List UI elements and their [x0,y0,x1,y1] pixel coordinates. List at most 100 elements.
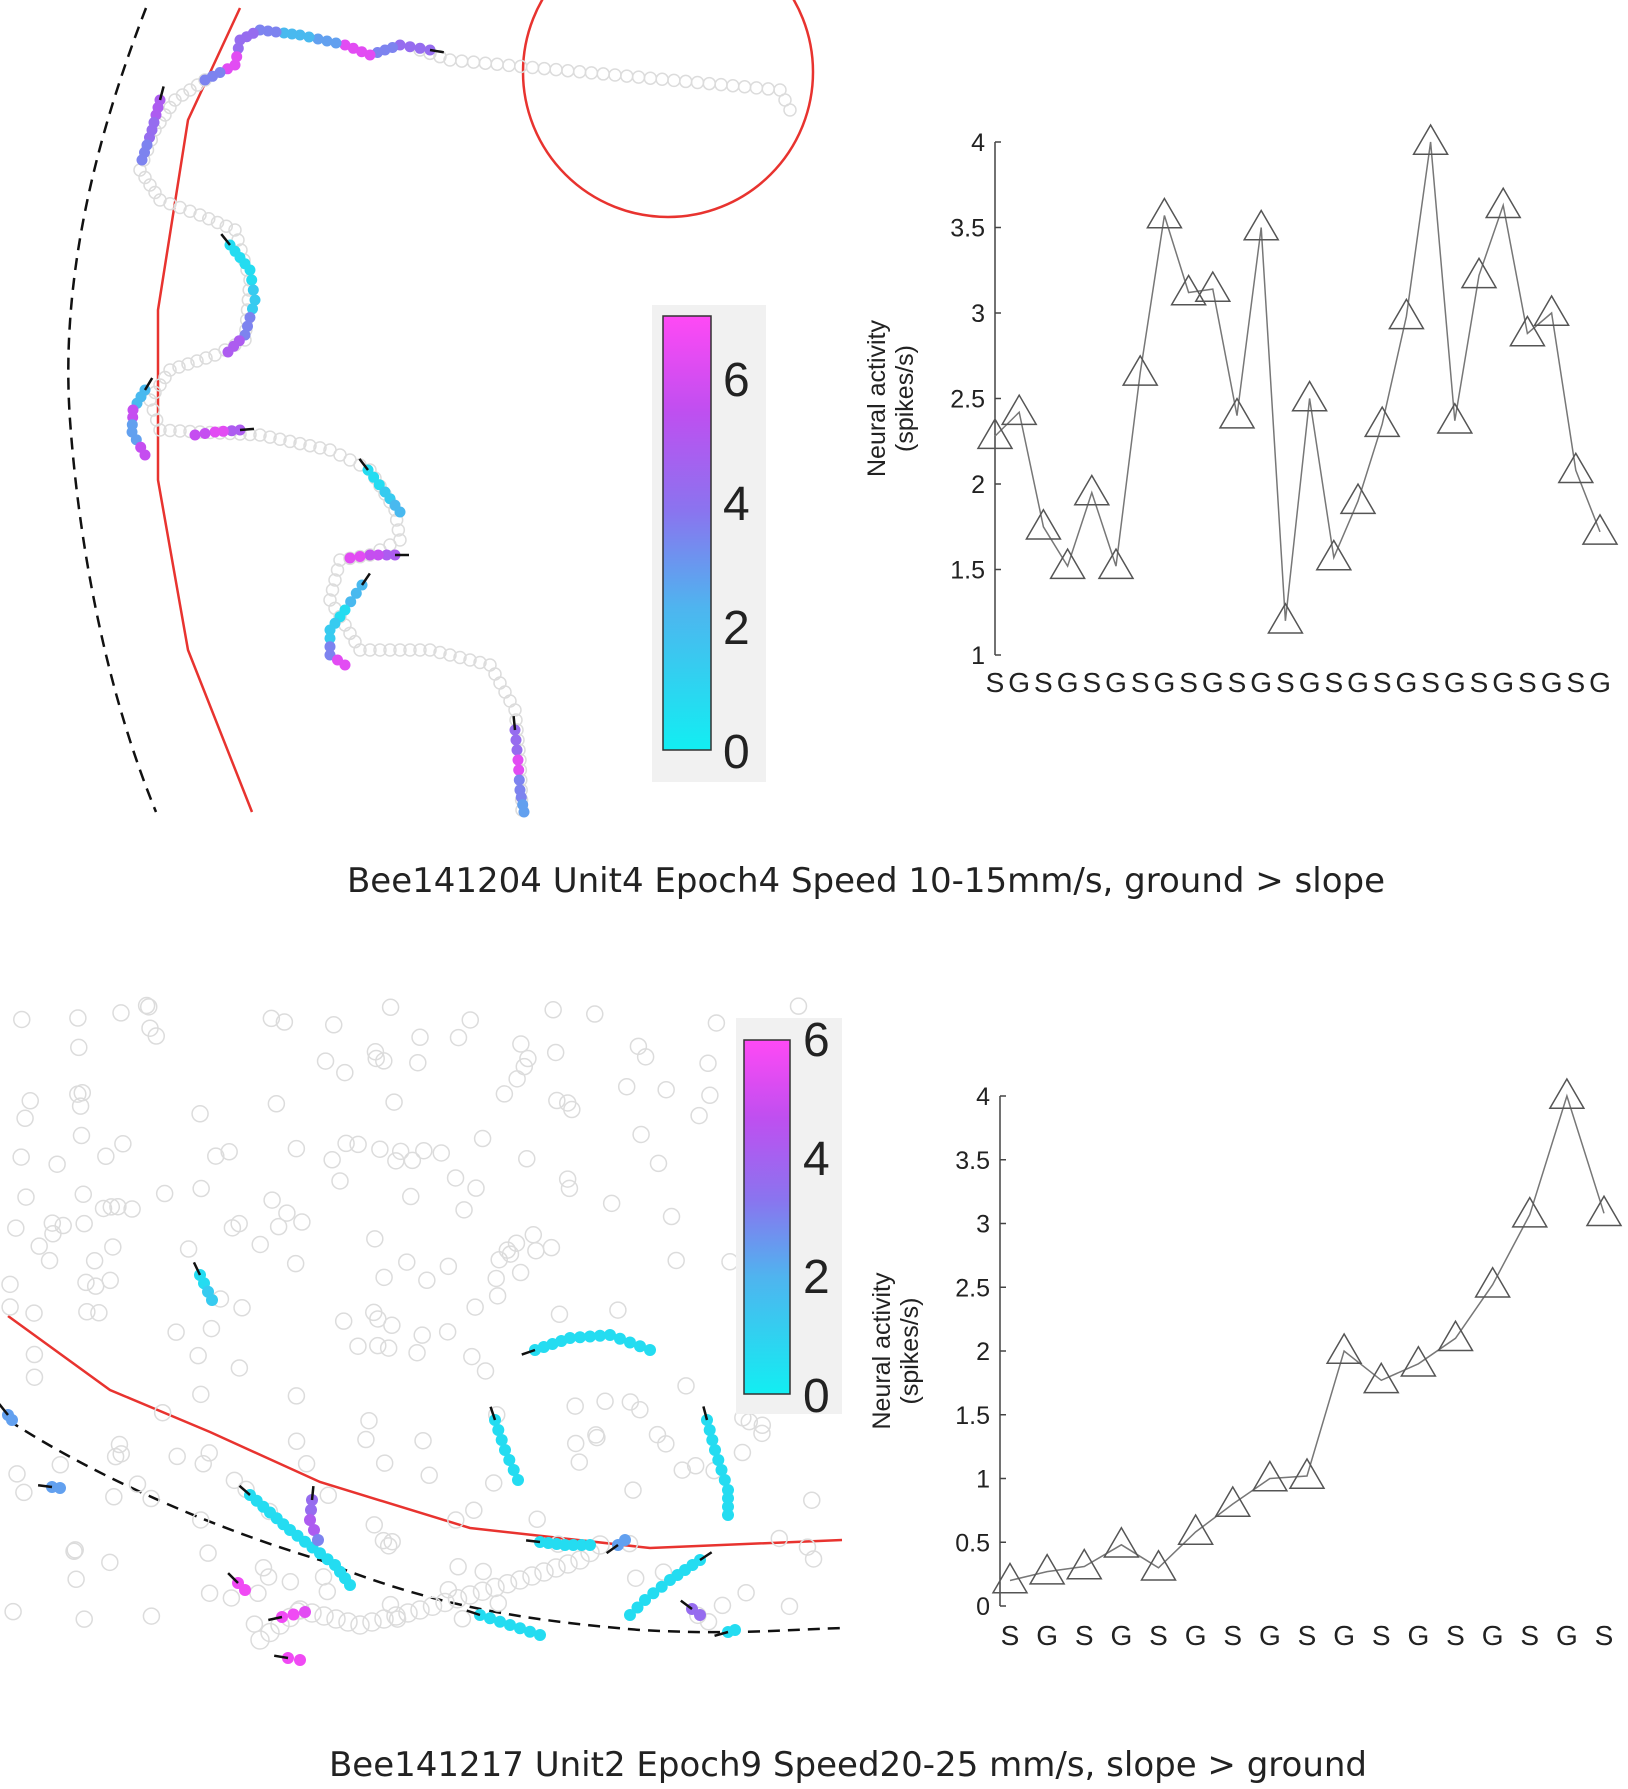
trajectory-ghost-point [511,1263,530,1282]
trajectory-ghost-point [721,1253,739,1271]
slope-boundary-line [7,1314,843,1550]
trajectory-ghost-point [128,1475,147,1493]
trajectory-speed-point [404,41,416,53]
trajectory-ghost-point [707,1014,726,1032]
trajectory-ghost-point [388,1610,407,1628]
heading-tick [0,1403,9,1416]
trajectory-ghost-point [191,1105,209,1123]
trajectory-ghost-point [74,1185,93,1204]
trajectory-speed-point [559,1539,571,1551]
trajectory-ghost-point [803,1491,821,1509]
trajectory-ghost-point [570,1550,590,1570]
trajectory-ghost-point [338,1612,358,1632]
trajectory-speed-point [514,1622,526,1635]
trajectory-speed-point [287,1608,300,1621]
y-axis-label-units: (spikes/s) [891,345,919,452]
trajectory-ghost-point [4,1602,22,1621]
trajectory-ghost-point [331,1172,349,1190]
x-category-label: S [1034,667,1053,698]
y-tick-label: 1.5 [950,557,985,585]
trajectory-ghost-point [16,1109,34,1128]
trajectory-speed-point [312,1534,324,1546]
trajectory-ghost-point [219,219,233,233]
trajectory-ghost-point [192,1385,210,1404]
data-point-triangle [1073,474,1111,506]
trajectory-ghost-point [561,63,575,78]
trajectory-map-1 [67,0,815,818]
trajectory-ghost-point [101,1553,119,1572]
data-point-triangle [1251,1460,1289,1492]
trajectory-ghost-point [275,1013,294,1031]
trajectory-ghost-point [293,436,307,451]
trajectory-ghost-point [357,1430,375,1449]
trajectory-speed-point [209,426,221,438]
trajectory-speed-point [712,1454,725,1466]
trajectory-ghost-point [527,1241,545,1260]
trajectory-speed-point [244,312,256,323]
x-category-label: S [1520,1620,1539,1651]
trajectory-speed-point [232,42,244,54]
trajectory-ghost-point [336,1063,354,1082]
data-point-triangle [1388,297,1425,330]
trajectory-ghost-point [596,1392,614,1411]
trajectory-speed-point [330,37,342,49]
trajectory-ghost-point [54,1216,72,1235]
trajectory-ghost-point [453,1610,472,1628]
trajectory-speed-point [639,1594,651,1606]
trajectory-ghost-point [690,75,705,90]
trajectory-speed-point [513,764,525,776]
trajectory-ghost-point [690,1106,708,1125]
trajectory-speed-point [575,1539,588,1551]
trajectory-ghost-point [163,423,177,438]
x-category-label: G [1556,1620,1578,1651]
trajectory-ghost-point [657,1080,675,1099]
trajectory-ghost-point [112,1445,130,1463]
trajectory-speed-point [512,754,524,766]
trajectory-ghost-point [385,1093,403,1111]
x-category-label: S [986,667,1005,698]
trajectory-speed-point [484,1612,496,1625]
trajectory-speed-point [308,1524,320,1536]
y-tick-label: 1 [971,642,985,670]
x-category-label: G [1589,667,1611,698]
y-tick-label: 3.5 [955,1147,990,1175]
target-circle [521,0,815,219]
trajectory-speed-point [722,1500,734,1513]
trajectory-ghost-point [112,1004,130,1022]
trajectory-ghost-point [323,1151,341,1169]
trajectory-ghost-point [455,1201,473,1219]
trajectory-ghost-point [249,1584,267,1603]
trajectory-ghost-point [65,1542,83,1561]
trajectory-ghost-point [365,1516,383,1534]
trajectory-ghost-point [513,59,528,74]
trajectory-speed-point [206,1294,218,1306]
trajectory-ghost-point [114,1135,132,1153]
trajectory-speed-point [304,1514,316,1526]
x-category-label: G [1036,1620,1058,1651]
data-point-triangle [1437,1319,1474,1352]
data-point-triangle [1194,270,1232,303]
data-point-triangle [1509,315,1546,347]
trajectory-ghost-point [726,78,740,93]
trajectory-speed-point [614,1332,626,1345]
trajectory-speed-point [347,42,359,54]
trajectory-speed-point [231,51,243,63]
trajectory-speed-point [305,1504,317,1516]
data-point-triangle [991,1562,1029,1594]
trajectory-ghost-point [192,1179,210,1198]
x-category-label: S [1131,667,1150,698]
trajectory-ghost-point [714,77,728,92]
x-category-label: G [1396,667,1418,698]
trajectory-ghost-point [466,55,481,69]
trajectory-ghost-point [193,208,207,222]
heading-tick [238,1484,251,1496]
data-point-triangle [1474,1266,1511,1298]
trajectory-map-2 [0,996,843,1666]
trajectory-ghost-point [433,645,447,660]
trajectory-ghost-point [435,1592,455,1613]
trajectory-ghost-point [163,363,177,377]
trajectory-ghost-point [449,1558,467,1576]
trajectory-ghost-point [222,1589,241,1607]
trajectory-ghost-point [439,1257,458,1276]
